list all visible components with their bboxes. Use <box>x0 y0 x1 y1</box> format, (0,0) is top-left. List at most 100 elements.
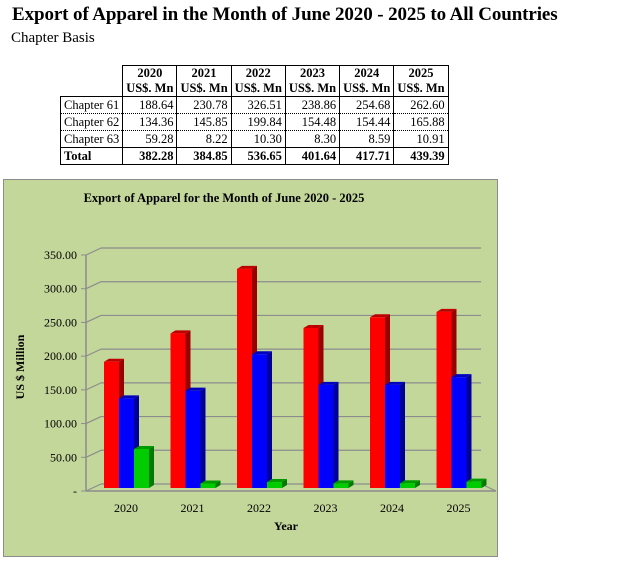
x-tick-label: 2024 <box>380 501 404 515</box>
table-header-row: 2020 US$. Mn 2021 US$. Mn 2022 US$. Mn 2023… <box>61 65 449 97</box>
y-tick-label: 150.00 <box>44 383 77 397</box>
bar-top <box>119 395 139 399</box>
table-cell: 536.65 <box>230 147 286 165</box>
table-cell: 254.68 <box>339 96 395 114</box>
bar-chapter-63 <box>200 483 216 488</box>
y-tick-label: 100.00 <box>44 417 77 431</box>
table-row: Chapter 63 59.28 8.22 10.30 8.30 8.59 10… <box>59 130 449 148</box>
y-tick-label: 350.00 <box>44 248 77 262</box>
x-tick-label: 2025 <box>447 501 471 515</box>
bar-side <box>400 381 405 488</box>
gridline-depth <box>85 449 102 458</box>
bar-chapter-61 <box>303 327 319 488</box>
table-cell: 8.59 <box>339 130 395 148</box>
bar-chapter-61 <box>170 333 186 488</box>
table-cell: 262.60 <box>393 96 449 114</box>
table-cell: 10.30 <box>230 130 286 148</box>
bars <box>104 265 487 488</box>
bar-side <box>267 351 272 488</box>
y-tick-label: - <box>73 484 77 498</box>
bar-side <box>481 478 487 488</box>
table-cell: 199.84 <box>230 113 286 131</box>
bar-top <box>385 381 405 385</box>
table-cell: 188.64 <box>122 96 178 114</box>
bar-top <box>466 478 487 482</box>
bar-top <box>451 374 472 378</box>
gridline-depth <box>85 382 102 391</box>
bar-chapter-63 <box>134 449 149 488</box>
bar-chart: Export of Apparel for the Month of June … <box>13 191 573 533</box>
bar-side <box>415 480 420 488</box>
table-cell: 230.78 <box>176 96 232 114</box>
gridline-depth <box>85 483 102 492</box>
bar-chapter-63 <box>333 483 349 488</box>
x-tick-labels: 2020 2021 2022 2023 2024 2025 <box>114 501 471 515</box>
bar-top <box>318 381 339 385</box>
table-row: Chapter 61 188.64 230.78 326.51 238.86 2… <box>59 96 449 114</box>
column-header: 2020 US$. Mn <box>122 65 178 97</box>
bar-chapter-61 <box>104 361 119 488</box>
bar-top <box>267 479 287 483</box>
table-cell: 59.28 <box>122 130 178 148</box>
x-tick-label: 2023 <box>314 501 338 515</box>
bar-top <box>134 446 154 450</box>
y-tick-label: 250.00 <box>44 315 77 329</box>
bar-chapter-63 <box>267 482 282 488</box>
bar-top <box>104 358 124 362</box>
page-subtitle: Chapter Basis <box>11 30 95 46</box>
table-cell: 8.22 <box>176 130 232 148</box>
row-label: Total <box>59 147 124 165</box>
bar-top <box>237 265 257 269</box>
table-row: Chapter 62 134.36 145.85 199.84 154.48 1… <box>59 113 449 131</box>
bar-chapter-62 <box>252 354 267 488</box>
bar-side <box>348 480 354 488</box>
column-header: 2023 US$. Mn <box>284 65 341 97</box>
table-cell: 417.71 <box>339 147 395 165</box>
gridline-depth <box>85 348 102 357</box>
table-cell: 384.85 <box>176 147 232 165</box>
bar-chapter-63 <box>400 483 415 488</box>
table-cell: 8.30 <box>284 130 341 148</box>
table-cell: 154.48 <box>284 113 341 131</box>
table-cell: 326.51 <box>230 96 286 114</box>
table-cell: 238.86 <box>284 96 341 114</box>
column-header: 2022 US$. Mn <box>230 65 286 97</box>
bar-top <box>436 308 457 312</box>
bar-top <box>170 330 191 334</box>
bar-chapter-62 <box>185 390 201 488</box>
chart-title: Export of Apparel for the Month of June … <box>84 191 365 205</box>
bar-top <box>400 480 420 484</box>
bar-side <box>466 374 472 488</box>
bar-side <box>200 387 206 488</box>
bar-side <box>149 446 154 488</box>
chart-area: Export of Apparel for the Month of June … <box>3 179 573 557</box>
table-total-row: Total 382.28 384.85 536.65 401.64 417.71… <box>59 147 449 165</box>
bar-side <box>215 480 221 488</box>
table-cell: 439.39 <box>393 147 449 165</box>
x-tick-label: 2022 <box>247 501 271 515</box>
bar-chapter-61 <box>237 268 252 488</box>
bar-side <box>333 381 339 488</box>
table-corner <box>61 66 123 97</box>
bar-chapter-62 <box>119 398 134 488</box>
y-axis-title: US $ Million <box>13 334 27 399</box>
page-title: Export of Apparel in the Month of June 2… <box>12 4 558 25</box>
column-header: 2024 US$. Mn <box>339 65 395 97</box>
bar-side <box>282 479 287 488</box>
column-header: 2021 US$. Mn <box>176 65 232 97</box>
bar-top <box>370 314 390 318</box>
bar-top <box>200 480 221 484</box>
column-header: 2025 US$. Mn <box>393 65 449 97</box>
bar-chapter-61 <box>436 311 452 488</box>
x-tick-label: 2020 <box>114 501 138 515</box>
x-axis-title: Year <box>274 519 299 533</box>
bar-top <box>185 387 206 391</box>
table-cell: 10.91 <box>393 130 449 148</box>
gridline-depth <box>85 281 102 290</box>
row-label: Chapter 61 <box>59 96 124 114</box>
bar-top <box>303 324 324 328</box>
table-cell: 165.88 <box>393 113 449 131</box>
row-label: Chapter 62 <box>59 113 124 131</box>
y-tick-label: 200.00 <box>44 349 77 363</box>
table-cell: 382.28 <box>122 147 178 165</box>
